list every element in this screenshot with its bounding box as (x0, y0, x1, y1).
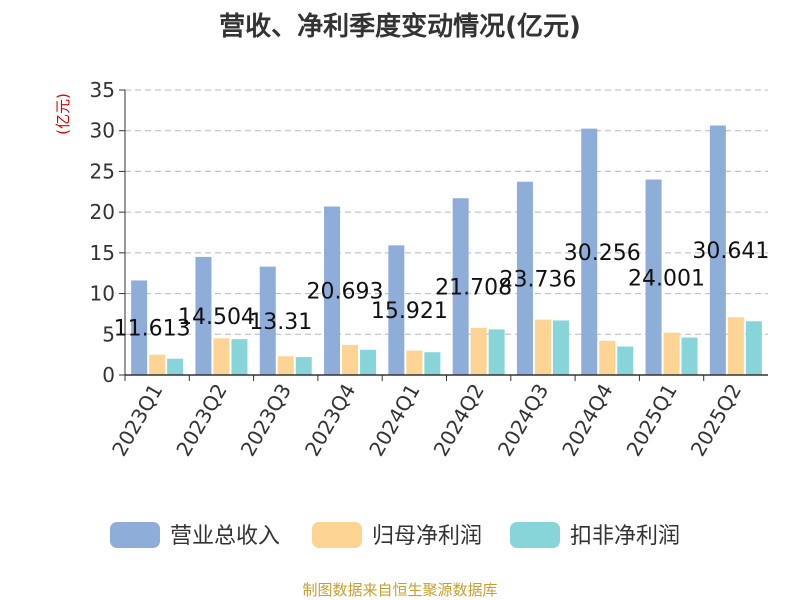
y-tick-label: 15 (90, 241, 115, 265)
bar-series-2 (149, 354, 166, 375)
bar-series-1 (388, 245, 405, 375)
x-tick-label: 2023Q3 (236, 380, 296, 461)
bar-series-3 (424, 352, 441, 375)
data-label: 15.921 (371, 299, 448, 324)
bar-series-3 (681, 337, 698, 375)
x-tick-label: 2024Q2 (429, 380, 489, 461)
bar-series-1 (195, 256, 212, 375)
data-label: 23.736 (499, 267, 576, 292)
bar-series-3 (360, 349, 377, 375)
bar-series-2 (213, 338, 230, 375)
bar-series-1 (709, 125, 726, 375)
y-tick-label: 10 (90, 282, 115, 306)
legend-swatch (312, 522, 362, 548)
data-label: 30.641 (692, 239, 769, 264)
bar-series-1 (645, 179, 662, 375)
x-tick-label: 2023Q1 (107, 380, 167, 461)
bar-series-1 (581, 128, 598, 375)
source-note: 制图数据来自恒生聚源数据库 (302, 581, 497, 599)
y-tick-label: 20 (90, 200, 115, 224)
bar-series-1 (516, 181, 533, 375)
x-tick-label: 2024Q3 (493, 380, 553, 461)
legend-label: 归母净利润 (372, 524, 482, 549)
x-tick-label: 2025Q1 (621, 380, 681, 461)
bar-series-2 (534, 319, 551, 375)
x-tick-label: 2024Q1 (364, 380, 424, 461)
bar-series-3 (745, 321, 762, 375)
x-tick-label: 2025Q2 (686, 380, 746, 461)
data-label: 13.31 (249, 310, 312, 335)
bar-series-3 (295, 357, 312, 375)
bar-series-1 (131, 280, 148, 375)
y-tick-label: 35 (90, 78, 115, 102)
bar-series-3 (488, 329, 505, 375)
x-tick-label: 2023Q4 (300, 380, 360, 461)
data-label: 11.613 (114, 317, 191, 342)
bar-series-2 (342, 344, 359, 375)
bar-series-2 (599, 340, 616, 375)
bar-series-2 (470, 327, 487, 375)
y-tick-label: 30 (90, 119, 115, 143)
bar-series-2 (277, 356, 294, 375)
legend-swatch (510, 522, 560, 548)
y-tick-label: 25 (90, 159, 115, 183)
bar-series-2 (406, 350, 423, 375)
bar-series-1 (259, 266, 276, 375)
data-label: 20.693 (307, 280, 384, 305)
y-axis-unit: (亿元) (54, 93, 72, 135)
bar-series-1 (452, 198, 469, 375)
bar-series-1 (324, 206, 341, 375)
legend-swatch (110, 522, 160, 548)
data-label: 21.708 (435, 276, 512, 301)
bar-series-3 (617, 346, 634, 375)
x-tick-label: 2024Q4 (557, 380, 617, 461)
bar-series-3 (167, 358, 184, 375)
bar-series-2 (727, 317, 744, 375)
bar-series-3 (552, 320, 569, 375)
x-tick-label: 2023Q2 (171, 380, 231, 461)
data-label: 14.504 (178, 305, 255, 330)
chart-title: 营收、净利季度变动情况(亿元) (219, 11, 581, 42)
legend-label: 营业总收入 (170, 524, 280, 549)
data-label: 24.001 (628, 266, 705, 291)
bar-series-2 (663, 332, 680, 375)
bars (131, 125, 762, 375)
y-tick-label: 0 (102, 363, 115, 387)
y-tick-label: 5 (102, 322, 115, 346)
data-label: 30.256 (564, 241, 641, 266)
bar-series-3 (231, 339, 248, 375)
legend-label: 扣非净利润 (570, 524, 680, 549)
legend: 营业总收入 归母净利润 扣非净利润 (110, 522, 680, 549)
